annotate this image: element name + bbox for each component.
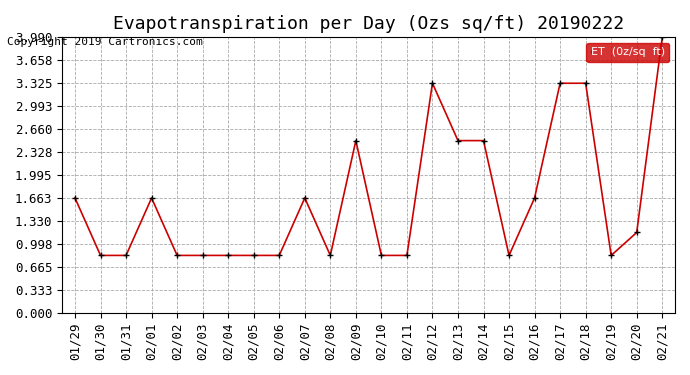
- Title: Evapotranspiration per Day (Ozs sq/ft) 20190222: Evapotranspiration per Day (Ozs sq/ft) 2…: [113, 15, 624, 33]
- Legend: ET  (0z/sq  ft): ET (0z/sq ft): [586, 43, 669, 62]
- Text: Copyright 2019 Cartronics.com: Copyright 2019 Cartronics.com: [7, 37, 203, 47]
